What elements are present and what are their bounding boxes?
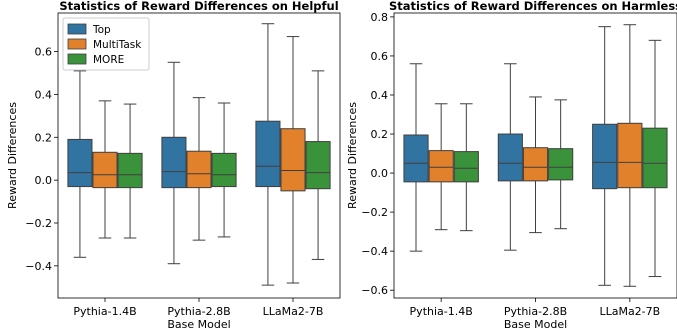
legend-swatch bbox=[67, 53, 87, 65]
box-more-1 bbox=[548, 99, 574, 230]
y-tick-label: 0.0 bbox=[371, 167, 389, 180]
box-body bbox=[255, 120, 281, 188]
box-body bbox=[497, 133, 523, 182]
box-multitask-0 bbox=[428, 103, 454, 231]
box-body bbox=[592, 123, 618, 190]
box-body bbox=[211, 152, 237, 188]
box-top-0 bbox=[403, 63, 429, 252]
plot-area: −0.6 −0.4 −0.2 0.0 0.2 0.4 0.6 0.8 Pythia-1.4B Py… bbox=[361, 11, 677, 318]
box-top-2 bbox=[255, 23, 281, 286]
y-tick-label: 0.0 bbox=[35, 174, 53, 187]
y-tick-label: 0.8 bbox=[371, 11, 389, 24]
box-multitask-1 bbox=[522, 96, 549, 234]
box-top-0 bbox=[67, 70, 93, 258]
x-tick-label: Pythia-2.8B bbox=[504, 305, 567, 318]
box-body bbox=[186, 150, 212, 189]
y-tick-label: −0.6 bbox=[361, 284, 388, 297]
legend-swatch bbox=[67, 23, 87, 35]
box-multitask-2 bbox=[280, 36, 306, 284]
chart-panel-helpful: Statistics of Reward Differences on Help… bbox=[6, 0, 341, 331]
box-body bbox=[642, 127, 668, 189]
legend-label: MultiTask bbox=[93, 39, 142, 51]
legend-label: MORE bbox=[93, 54, 124, 66]
box-multitask-0 bbox=[92, 100, 118, 239]
box-more-0 bbox=[117, 103, 143, 239]
y-tick-label: −0.2 bbox=[361, 206, 388, 219]
chart-title: Statistics of Reward Differences on Harm… bbox=[389, 0, 677, 13]
box-multitask-1 bbox=[186, 97, 212, 241]
y-tick-label: 0.6 bbox=[35, 46, 53, 59]
box-body bbox=[522, 147, 549, 182]
y-tick-label: 0.4 bbox=[371, 89, 389, 102]
legend-label: Top bbox=[92, 24, 111, 36]
box-body bbox=[161, 136, 187, 189]
x-tick-label: LLaMa2-7B bbox=[263, 305, 324, 318]
legend: Top MultiTask MORE bbox=[62, 17, 150, 71]
y-tick-label: −0.4 bbox=[361, 245, 388, 258]
box-multitask-2 bbox=[617, 24, 643, 287]
box-body bbox=[67, 138, 93, 188]
x-tick-label: Pythia-1.4B bbox=[410, 305, 473, 318]
y-axis-label: Reward Differences bbox=[346, 102, 359, 209]
box-top-2 bbox=[592, 26, 618, 286]
axes-frame bbox=[57, 12, 341, 299]
box-top-1 bbox=[497, 63, 523, 251]
y-tick-label: −0.4 bbox=[25, 260, 52, 273]
legend-swatch bbox=[67, 38, 87, 50]
box-more-1 bbox=[211, 102, 237, 238]
y-tick-label: 0.2 bbox=[35, 131, 53, 144]
box-more-0 bbox=[453, 103, 479, 232]
box-body bbox=[453, 151, 479, 183]
x-axis-label: Base Model bbox=[504, 318, 567, 331]
y-tick-label: 0.4 bbox=[35, 88, 53, 101]
box-body bbox=[92, 151, 118, 189]
box-body bbox=[548, 148, 574, 181]
box-body bbox=[280, 128, 306, 192]
x-axis-label: Base Model bbox=[167, 318, 230, 331]
x-tick-label: Pythia-1.4B bbox=[73, 305, 136, 318]
box-top-1 bbox=[161, 61, 187, 265]
box-more-2 bbox=[305, 70, 331, 260]
box-body bbox=[305, 141, 331, 190]
x-tick-label: LLaMa2-7B bbox=[599, 305, 660, 318]
axes-frame bbox=[393, 12, 677, 299]
box-body bbox=[617, 122, 643, 189]
box-more-2 bbox=[642, 39, 668, 278]
box-body bbox=[117, 152, 143, 189]
y-tick-label: 0.2 bbox=[371, 128, 389, 141]
chart-panel-harmless: Statistics of Reward Differences on Harm… bbox=[346, 0, 677, 331]
y-axis-label: Reward Differences bbox=[6, 102, 19, 209]
x-tick-label: Pythia-2.8B bbox=[167, 305, 230, 318]
y-tick-label: 0.6 bbox=[371, 50, 389, 63]
chart-title: Statistics of Reward Differences on Help… bbox=[59, 0, 338, 13]
plot-area: −0.4 −0.2 0.0 0.2 0.4 0.6 Pythia-1.4B Pythia-2.… bbox=[25, 12, 341, 318]
box-body bbox=[428, 150, 454, 183]
box-body bbox=[403, 134, 429, 183]
y-tick-label: −0.2 bbox=[25, 217, 52, 230]
